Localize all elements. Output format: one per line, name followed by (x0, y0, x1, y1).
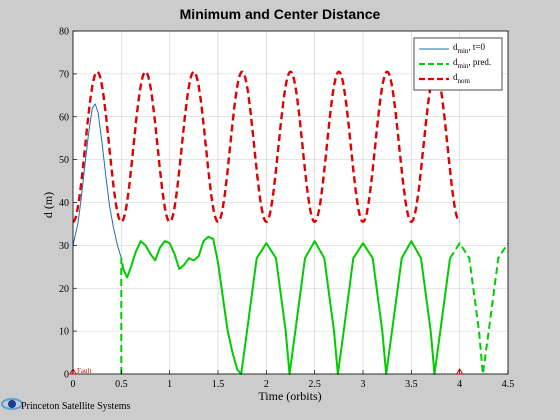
x-tick-label: 2.5 (308, 379, 321, 390)
y-tick-label: 20 (59, 284, 69, 295)
logo-orbit-icon (1, 398, 23, 410)
x-tick-label: 4.5 (502, 379, 515, 390)
x-tick-label: 3 (361, 379, 366, 390)
y-tick-label: 80 (59, 27, 69, 38)
fault-marker-icon (69, 368, 77, 375)
y-tick-label: 70 (59, 69, 69, 80)
x-tick-label: 0.5 (115, 379, 128, 390)
x-tick-label: 4 (457, 379, 462, 390)
legend-entry: dmin, t=0 (453, 42, 485, 55)
y-tick-label: 10 (59, 327, 69, 338)
fault-marker-icon (455, 368, 464, 375)
y-tick-label: 0 (64, 370, 69, 381)
series-line-t0 (72, 103, 122, 259)
x-tick-label: 2 (264, 379, 269, 390)
logo-planet-icon (8, 400, 16, 408)
legend: dmin, t=0 dmin, pred. dnom (413, 37, 503, 91)
y-tick-label: 60 (59, 112, 69, 123)
y-tick-label: 30 (59, 241, 69, 252)
x-axis-label: Time (orbits) (258, 389, 321, 403)
annotations: Fault (69, 367, 464, 375)
x-tick-label: 3.5 (405, 379, 418, 390)
x-tick-label: 1.5 (212, 379, 225, 390)
axis-ticks: 0 0.5 1 1.5 2 2.5 3 3.5 4 4.5 0 10 20 30 40 50 60 70 80 (59, 27, 514, 391)
series-line-pred (120, 257, 125, 374)
y-tick-label: 40 (59, 198, 69, 209)
y-tick-label: 50 (59, 155, 69, 166)
x-tick-label: 0 (71, 379, 76, 390)
footer-logo: Princeton Satellite Systems (1, 398, 131, 412)
series-layer (72, 70, 509, 375)
x-tick-label: 1 (167, 379, 172, 390)
chart-title: Minimum and Center Distance (180, 6, 381, 22)
fault-label: Fault (77, 367, 91, 375)
series-line-nom (72, 70, 461, 223)
footer-brand: Princeton Satellite Systems (21, 401, 131, 412)
y-axis-label: d (m) (41, 192, 55, 218)
series-line-pred (449, 242, 509, 375)
series-line-pred (122, 235, 451, 375)
legend-entry: dmin, pred. (453, 57, 491, 70)
legend-entry: dnom (453, 72, 471, 85)
